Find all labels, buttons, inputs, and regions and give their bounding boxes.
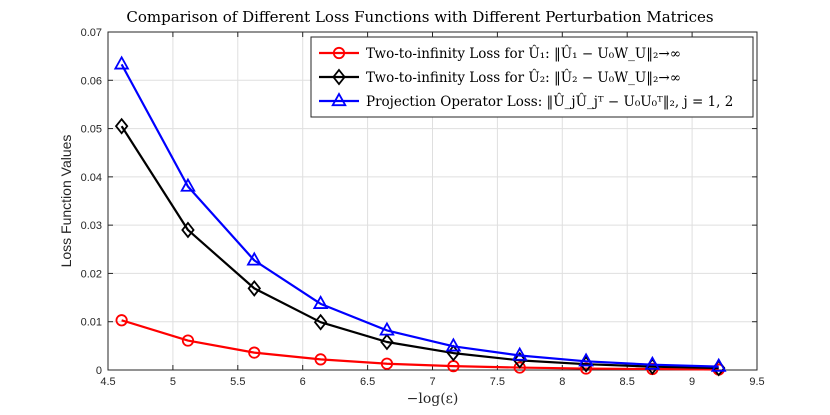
series-layer: [113, 55, 727, 377]
series-2-point: [114, 117, 129, 135]
series-3-point: [113, 55, 130, 70]
legend-label: Two-to-infinity Loss for Û₂: ‖Û₂ − U₀W_U…: [366, 69, 681, 86]
series-2-point: [247, 279, 262, 297]
series-2: [114, 117, 726, 377]
series-3-point: [246, 251, 263, 266]
x-tick-label: 5: [170, 376, 176, 388]
series-1-point: [513, 361, 526, 374]
y-tick-label: 0.07: [81, 27, 102, 39]
y-tick-label: 0.06: [81, 75, 102, 87]
y-tick-label: 0: [96, 365, 102, 377]
series-3-point: [180, 177, 196, 192]
series-3-point: [511, 346, 528, 361]
x-tick-label: 8: [559, 376, 565, 388]
chart-title: Comparison of Different Loss Functions w…: [126, 8, 713, 26]
x-tick-label: 4.5: [100, 376, 115, 388]
series-3-point: [379, 321, 395, 336]
series-3-line: [120, 63, 719, 368]
series-1-line: [121, 319, 719, 371]
series-3-point: [710, 357, 727, 372]
y-tick-label: 0.05: [81, 124, 102, 136]
y-tick-label: 0.04: [81, 172, 102, 184]
x-tick-label: 7: [429, 376, 435, 388]
x-tick-label: 8.5: [620, 376, 635, 388]
series-2-point: [313, 313, 328, 331]
y-tick-label: 0.02: [81, 268, 102, 280]
series-1-point: [248, 346, 261, 359]
x-tick-label: 9.5: [749, 376, 764, 388]
series-2-point: [512, 351, 527, 369]
series-2-point: [380, 333, 394, 351]
series-1-point: [181, 334, 195, 347]
x-tick-label: 5.5: [230, 376, 245, 388]
x-axis-label: −log(ε): [407, 391, 459, 407]
legend-label: Projection Operator Loss: ‖Û_jÛ_jᵀ − U₀U…: [366, 93, 733, 110]
series-3-point: [445, 337, 462, 352]
legend-marker: [331, 92, 347, 107]
series-3: [113, 55, 727, 372]
y-tick-label: 0.01: [81, 317, 102, 329]
series-1-point: [115, 314, 128, 327]
series-3-point: [312, 295, 329, 309]
series-1-point: [314, 353, 327, 366]
series-2-line: [120, 125, 719, 370]
x-tick-label: 6.5: [360, 376, 375, 388]
legend: Two-to-infinity Loss for Û₁: ‖Û₁ − U₀W_U…: [310, 36, 754, 118]
legend-label: Two-to-infinity Loss for Û₁: ‖Û₁ − U₀W_U…: [366, 45, 681, 62]
x-tick-label: 9: [689, 376, 695, 388]
y-axis-label: Loss Function Values: [58, 135, 74, 268]
legend-marker: [332, 68, 346, 86]
series-3-point: [644, 355, 661, 370]
x-tick-label: 7.5: [490, 376, 505, 388]
axis-ticks: 4.5 5 5.5 6 6.5 7 7.5 8 8.5 9 9.5 0 0.01 0.02 0.03 0.04…: [81, 27, 765, 388]
x-tick-label: 6: [300, 376, 306, 388]
series-1-point: [380, 357, 394, 370]
series-3-point: [578, 352, 594, 367]
legend-marker: [332, 46, 346, 60]
series-2-point: [181, 221, 195, 239]
y-tick-label: 0.03: [81, 220, 102, 232]
legend-box: [310, 36, 754, 118]
